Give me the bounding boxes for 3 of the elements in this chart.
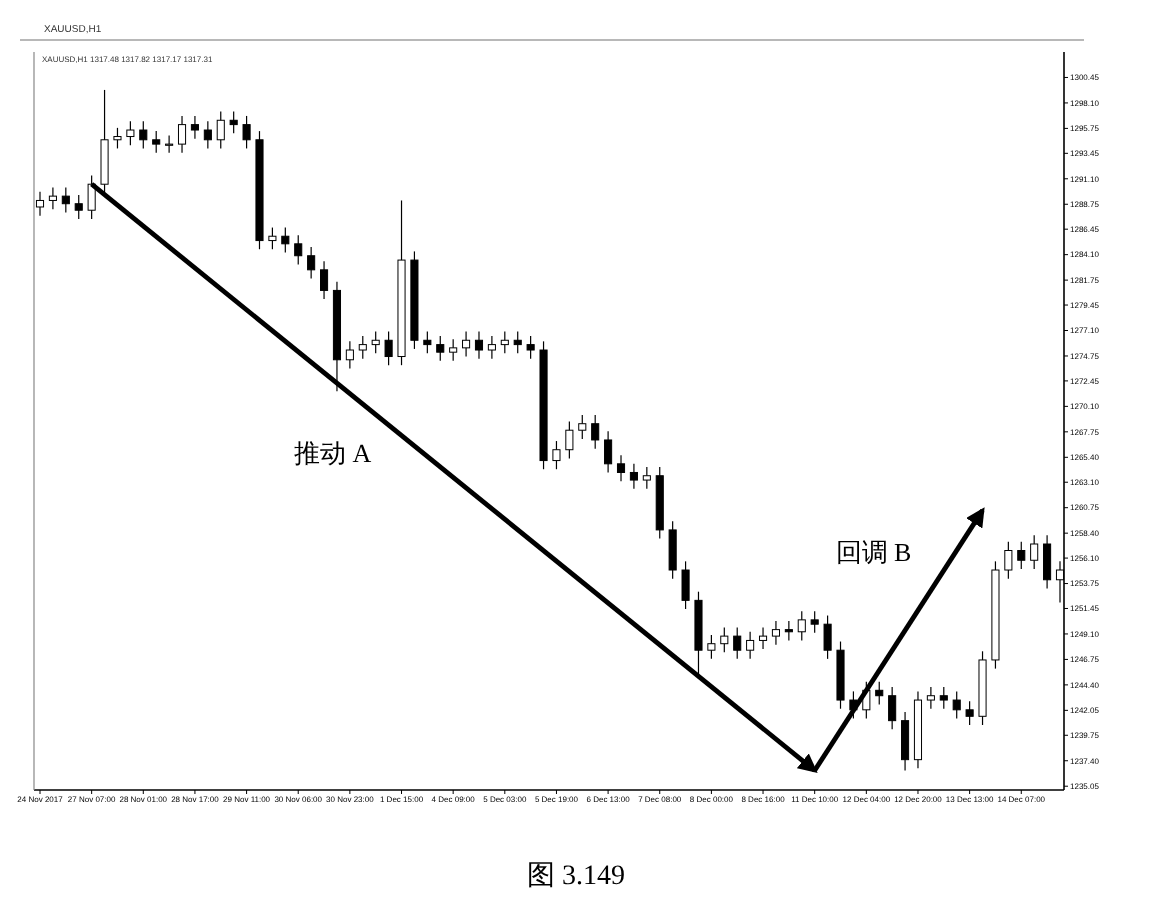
annotation: 推动 A — [294, 437, 373, 468]
annotation: 回调 B — [835, 537, 913, 568]
caption: 图 3.149 — [527, 862, 625, 892]
